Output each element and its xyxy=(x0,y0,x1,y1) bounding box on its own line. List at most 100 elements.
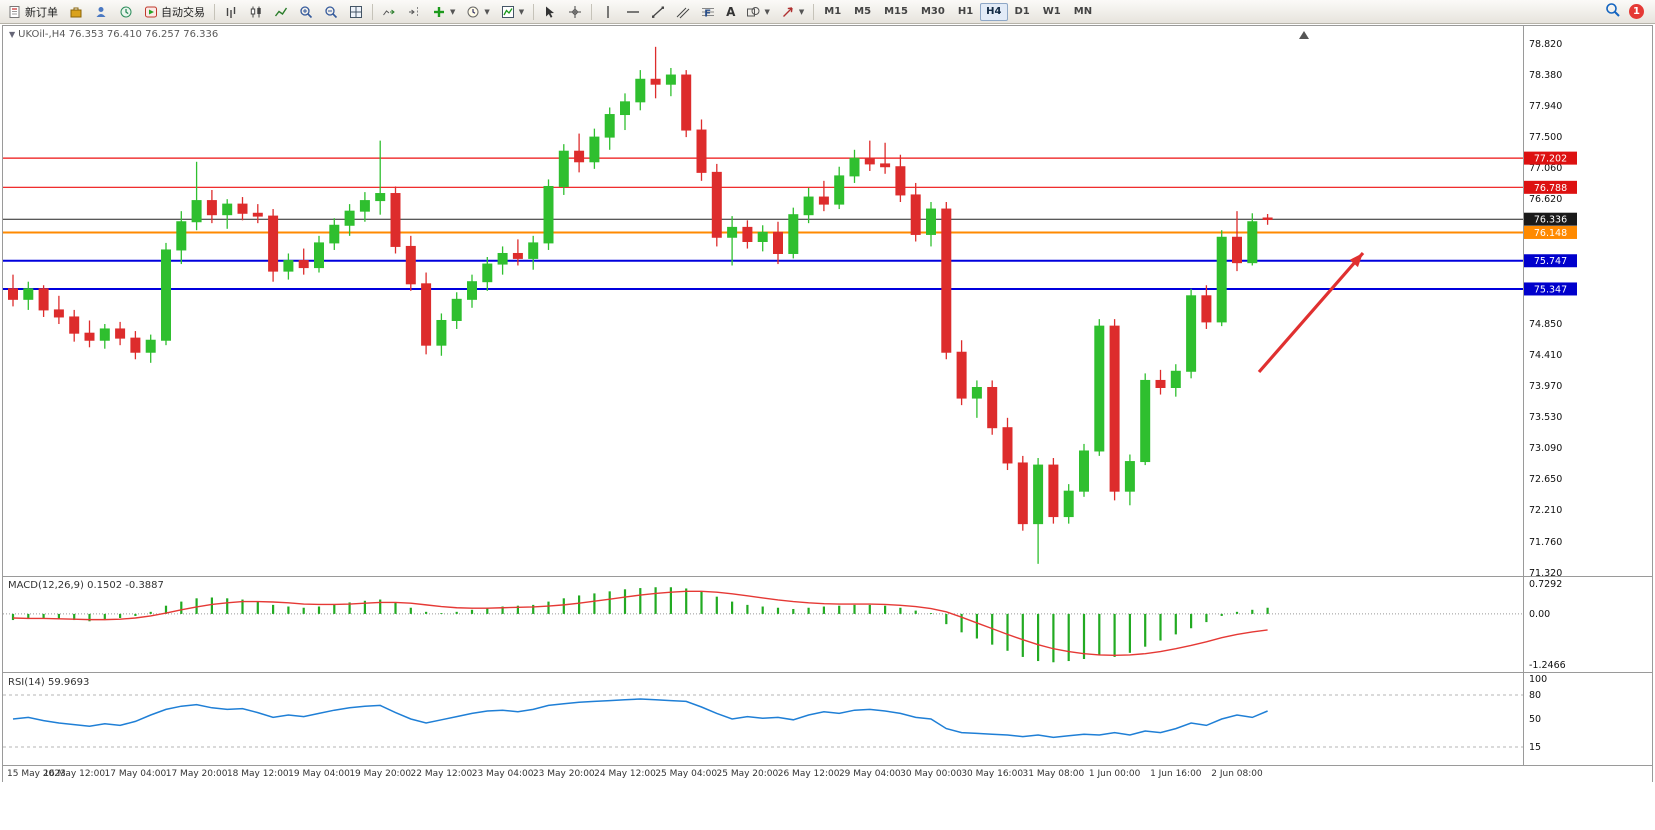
rsi-panel[interactable]: 100 80 50 15 xyxy=(3,673,1652,765)
price-axis-tick: 74.410 xyxy=(1529,350,1562,361)
price-axis-tick: 73.970 xyxy=(1529,381,1562,392)
tile-windows-button[interactable] xyxy=(344,2,368,22)
panel-splitter[interactable] xyxy=(3,576,1652,577)
notification-badge[interactable]: 1 xyxy=(1629,4,1644,19)
timeframe-button-M1[interactable]: M1 xyxy=(824,6,842,17)
timeframe-button-M30[interactable]: M30 xyxy=(920,6,945,17)
rsi-line xyxy=(12,698,1268,739)
period-button[interactable]: ▼ xyxy=(461,2,494,22)
shapes-icon xyxy=(746,5,760,19)
timeframe-button-D1[interactable]: D1 xyxy=(1014,6,1030,17)
chart-window: ▼ UKOil-,H4 76.353 76.410 76.257 76.336 M… xyxy=(2,25,1653,782)
price-badge: 75.347 xyxy=(1524,282,1577,296)
channel-tool-button[interactable] xyxy=(671,2,695,22)
svg-text:77.202: 77.202 xyxy=(1534,154,1567,165)
time-axis-label: 19 May 20:00 xyxy=(349,769,412,779)
arrow-annotation-head xyxy=(1349,253,1363,268)
svg-text:75.747: 75.747 xyxy=(1534,256,1567,267)
rsi-indicator-label: RSI(14) 59.9693 xyxy=(8,677,90,688)
auto-scroll-button[interactable] xyxy=(377,2,401,22)
new-order-button[interactable]: 新订单 xyxy=(3,2,63,22)
autotrade-label: 自动交易 xyxy=(161,5,205,19)
toolbox-button[interactable] xyxy=(64,2,88,22)
timeframe-button-W1[interactable]: W1 xyxy=(1042,6,1061,17)
price-axis[interactable]: 78.820 78.380 77.940 77.500 77.060 76.620 74.8… xyxy=(1523,26,1578,576)
candlestick-series xyxy=(8,46,1273,564)
time-axis-label: 22 May 12:00 xyxy=(410,769,473,779)
search-icon[interactable] xyxy=(1605,2,1621,22)
time-axis-label: 18 May 12:00 xyxy=(226,769,289,779)
time-axis-label: 31 May 08:00 xyxy=(1022,769,1085,779)
time-axis-label: 29 May 04:00 xyxy=(838,769,901,779)
chevron-down-icon: ▼ xyxy=(450,7,456,16)
zoom-out-icon xyxy=(324,5,338,19)
macd-axis-tick: -1.2466 xyxy=(1529,660,1566,671)
timeframe-button-M5[interactable]: M5 xyxy=(854,6,872,17)
main-price-chart[interactable]: 78.820 78.380 77.940 77.500 77.060 76.620 74.8… xyxy=(3,26,1652,576)
price-badge: 75.747 xyxy=(1524,254,1577,268)
time-axis-label: 30 May 00:00 xyxy=(900,769,962,779)
market-watch-button[interactable] xyxy=(89,2,113,22)
time-axis-label: 19 May 04:00 xyxy=(288,769,350,779)
vertical-line-tool-button[interactable] xyxy=(596,2,620,22)
channel-icon xyxy=(676,5,690,19)
svg-text:76.788: 76.788 xyxy=(1534,183,1567,194)
zoom-in-button[interactable] xyxy=(294,2,318,22)
time-axis-label: 1 Jun 00:00 xyxy=(1088,769,1141,779)
timeframe-button-M15[interactable]: M15 xyxy=(884,6,908,17)
macd-panel[interactable]: 0.7292 0.00 -1.2466 xyxy=(3,577,1652,672)
timeframe-button-MN[interactable]: MN xyxy=(1073,6,1093,17)
auto-scroll-icon xyxy=(382,5,396,19)
fibonacci-tool-button[interactable]: F xyxy=(696,2,720,22)
price-badge: 76.336 xyxy=(1524,212,1577,226)
add-indicator-button[interactable]: ▼ xyxy=(427,2,460,22)
price-axis-tick: 72.650 xyxy=(1529,474,1562,485)
price-axis-tick: 77.500 xyxy=(1529,132,1562,143)
new-order-label: 新订单 xyxy=(25,5,58,19)
macd-axis-tick: 0.7292 xyxy=(1529,579,1562,590)
price-axis-tick: 76.620 xyxy=(1529,194,1562,205)
shapes-tool-button[interactable]: ▼ xyxy=(741,2,774,22)
text-tool-icon: A xyxy=(726,4,736,19)
line-chart-button[interactable] xyxy=(269,2,293,22)
rsi-axis-tick: 15 xyxy=(1529,742,1541,753)
price-badge: 76.148 xyxy=(1524,225,1577,239)
time-axis-label: 17 May 04:00 xyxy=(104,769,167,779)
new-order-icon xyxy=(8,5,22,19)
templates-button[interactable]: ▼ xyxy=(496,2,529,22)
cursor-icon xyxy=(543,5,557,19)
horizontal-line-tool-button[interactable] xyxy=(621,2,645,22)
price-axis-tick: 71.760 xyxy=(1529,537,1562,548)
rsi-axis-tick: 100 xyxy=(1529,674,1547,685)
macd-axis-tick: 0.00 xyxy=(1529,609,1550,620)
arrows-tool-button[interactable]: ▼ xyxy=(776,2,809,22)
cursor-tool-button[interactable] xyxy=(538,2,562,22)
timeframe-button-H4[interactable]: H4 xyxy=(980,2,1008,21)
time-axis-label: 1 Jun 16:00 xyxy=(1150,769,1202,779)
trendline-tool-button[interactable] xyxy=(646,2,670,22)
chevron-down-icon: ▼ xyxy=(518,7,525,16)
time-axis-label: 26 May 12:00 xyxy=(777,769,840,779)
tile-windows-icon xyxy=(349,5,363,19)
macd-axis[interactable]: 0.7292 0.00 -1.2466 xyxy=(1523,577,1566,672)
rsi-axis[interactable]: 100 80 50 15 xyxy=(1523,673,1548,765)
bar-chart-icon xyxy=(224,5,238,19)
arrow-annotation[interactable] xyxy=(1257,251,1365,374)
text-tool-button[interactable]: A xyxy=(721,2,740,22)
history-center-button[interactable] xyxy=(114,2,138,22)
add-indicator-icon xyxy=(432,5,446,19)
crosshair-tool-button[interactable] xyxy=(563,2,587,22)
chevron-down-icon: ▼ xyxy=(484,7,490,16)
bar-chart-button[interactable] xyxy=(219,2,243,22)
chart-shift-marker[interactable] xyxy=(1299,31,1309,39)
candlestick-chart-button[interactable] xyxy=(244,2,268,22)
chart-symbol-label: ▼ UKOil-,H4 76.353 76.410 76.257 76.336 xyxy=(9,29,219,40)
zoom-out-button[interactable] xyxy=(319,2,343,22)
panel-splitter[interactable] xyxy=(3,672,1652,673)
autotrade-button[interactable]: 自动交易 xyxy=(139,2,210,22)
fibonacci-icon: F xyxy=(701,5,715,19)
chart-shift-button[interactable] xyxy=(402,2,426,22)
chevron-down-icon: ▼ xyxy=(764,7,770,16)
timeframe-button-H1[interactable]: H1 xyxy=(957,6,974,17)
time-axis[interactable]: 15 May 2023 16 May 12:00 17 May 04:00 17 Ma… xyxy=(3,765,1652,782)
